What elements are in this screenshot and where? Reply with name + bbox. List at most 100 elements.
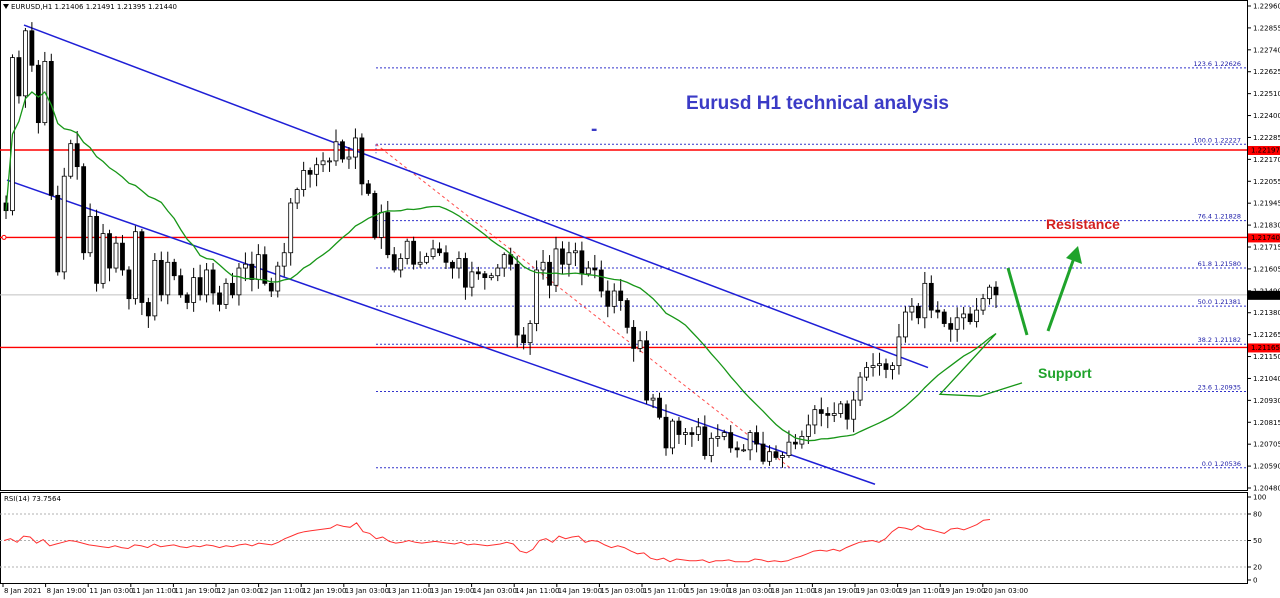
arrow-head-icon (1066, 246, 1082, 264)
lower-trendline[interactable] (6, 179, 876, 485)
price-tick-label: 1.21605 (1253, 265, 1280, 273)
candle-body (55, 194, 61, 273)
candle-body (210, 269, 216, 294)
price-tick-label: 1.21150 (1253, 353, 1280, 361)
level-price-tag (1248, 145, 1280, 155)
candle-body (780, 455, 785, 458)
time-tick-label: 15 Jan 19:00 (686, 587, 730, 595)
candle-body (281, 252, 287, 267)
candle-body (294, 189, 300, 204)
candle-body (864, 367, 869, 378)
candle-body (262, 254, 268, 284)
candle-body (793, 441, 798, 445)
fib-level-label: 76.4 1.21828 (1198, 213, 1241, 221)
candle-body (786, 441, 792, 456)
candle-body (974, 309, 979, 323)
candle-body (223, 282, 229, 305)
candle-body (741, 449, 747, 452)
rsi-tick-label: 80 (1253, 511, 1262, 519)
candle-body (851, 399, 857, 420)
candle-body (644, 340, 649, 401)
upper-trendline[interactable] (23, 24, 929, 369)
time-tick-label: 8 Jan 19:00 (47, 587, 87, 595)
price-tick-label: 1.20480 (1253, 485, 1280, 493)
level-price-tag (1248, 343, 1280, 353)
candle-body (812, 409, 818, 426)
candle-body (767, 451, 772, 462)
rsi-tick-label: 20 (1253, 564, 1262, 572)
candle-body (469, 271, 475, 288)
price-tick-label: 1.20590 (1253, 463, 1280, 471)
fib-level-label: 50.0 1.21381 (1198, 298, 1241, 306)
candle-body (184, 294, 190, 303)
candle-body (268, 282, 274, 292)
candle-body (87, 215, 93, 254)
candle-body (61, 175, 67, 273)
candles-group (3, 22, 999, 468)
candle-body (831, 413, 837, 416)
candle-body (553, 248, 559, 286)
candle-body (890, 365, 895, 370)
current-price-tag (1248, 290, 1280, 300)
support-annotation: Support (1038, 365, 1092, 381)
time-tick-label: 13 Jan 11:00 (387, 587, 431, 595)
candle-body (437, 248, 442, 254)
candle-body (307, 170, 313, 175)
candle-body (883, 363, 889, 370)
candle-body (527, 323, 533, 344)
candle-body (424, 256, 429, 263)
candle-body (695, 426, 701, 435)
candle-body (482, 273, 488, 279)
candle-body (171, 261, 177, 277)
candle-body (314, 164, 319, 175)
price-tick-label: 1.22510 (1253, 90, 1280, 98)
candle-body (935, 309, 941, 313)
candle-body (650, 397, 656, 401)
candle-body (107, 233, 112, 269)
level-price-tag-label: 1.22197 (1251, 146, 1280, 154)
candle-body (495, 267, 501, 277)
time-tick-label: 12 Jan 11:00 (260, 587, 304, 595)
price-tick-label: 1.22170 (1253, 156, 1280, 164)
moving-average-line (5, 90, 1023, 442)
candle-body (657, 397, 662, 418)
candle-body (721, 432, 727, 437)
candle-body (579, 250, 585, 275)
candle-body (903, 311, 908, 338)
fib-level-label: 100.0 1.22227 (1193, 136, 1241, 144)
candle-body (450, 261, 455, 269)
candle-body (683, 432, 688, 435)
candle-body (430, 248, 436, 257)
time-tick-label: 15 Jan 03:00 (600, 587, 644, 595)
chart-header-label: EURUSD,H1 1.21406 1.21491 1.21395 1.2144… (11, 3, 177, 11)
time-tick-label: 12 Jan 03:00 (217, 587, 261, 595)
candle-body (152, 259, 158, 317)
candle-body (94, 215, 99, 284)
price-tick-label: 1.21380 (1253, 309, 1280, 317)
candle-body (909, 305, 915, 313)
candle-body (411, 240, 417, 265)
candle-body (204, 269, 209, 296)
time-tick-label: 14 Jan 03:00 (473, 587, 517, 595)
candle-body (521, 334, 527, 344)
candle-body (120, 242, 125, 271)
price-tick-label: 1.22400 (1253, 112, 1280, 120)
candle-body (663, 416, 669, 449)
candle-body (68, 143, 74, 177)
price-tick-label: 1.21945 (1253, 200, 1280, 208)
candle-body (857, 376, 863, 401)
time-tick-label: 19 Jan 19:00 (941, 587, 985, 595)
price-tick-label: 1.21715 (1253, 244, 1280, 252)
candle-body (598, 269, 604, 292)
fib-diagonal-line (375, 143, 791, 469)
fib-level-label: 23.6 1.20935 (1198, 383, 1241, 391)
price-tick-label: 1.22740 (1253, 46, 1280, 54)
time-tick-label: 15 Jan 11:00 (643, 587, 687, 595)
resistance-annotation: Resistance (1046, 216, 1120, 232)
time-tick-label: 14 Jan 11:00 (515, 587, 559, 595)
candle-body (631, 326, 637, 349)
candle-body (773, 451, 779, 458)
candle-body (353, 137, 358, 158)
candle-body (987, 286, 992, 300)
